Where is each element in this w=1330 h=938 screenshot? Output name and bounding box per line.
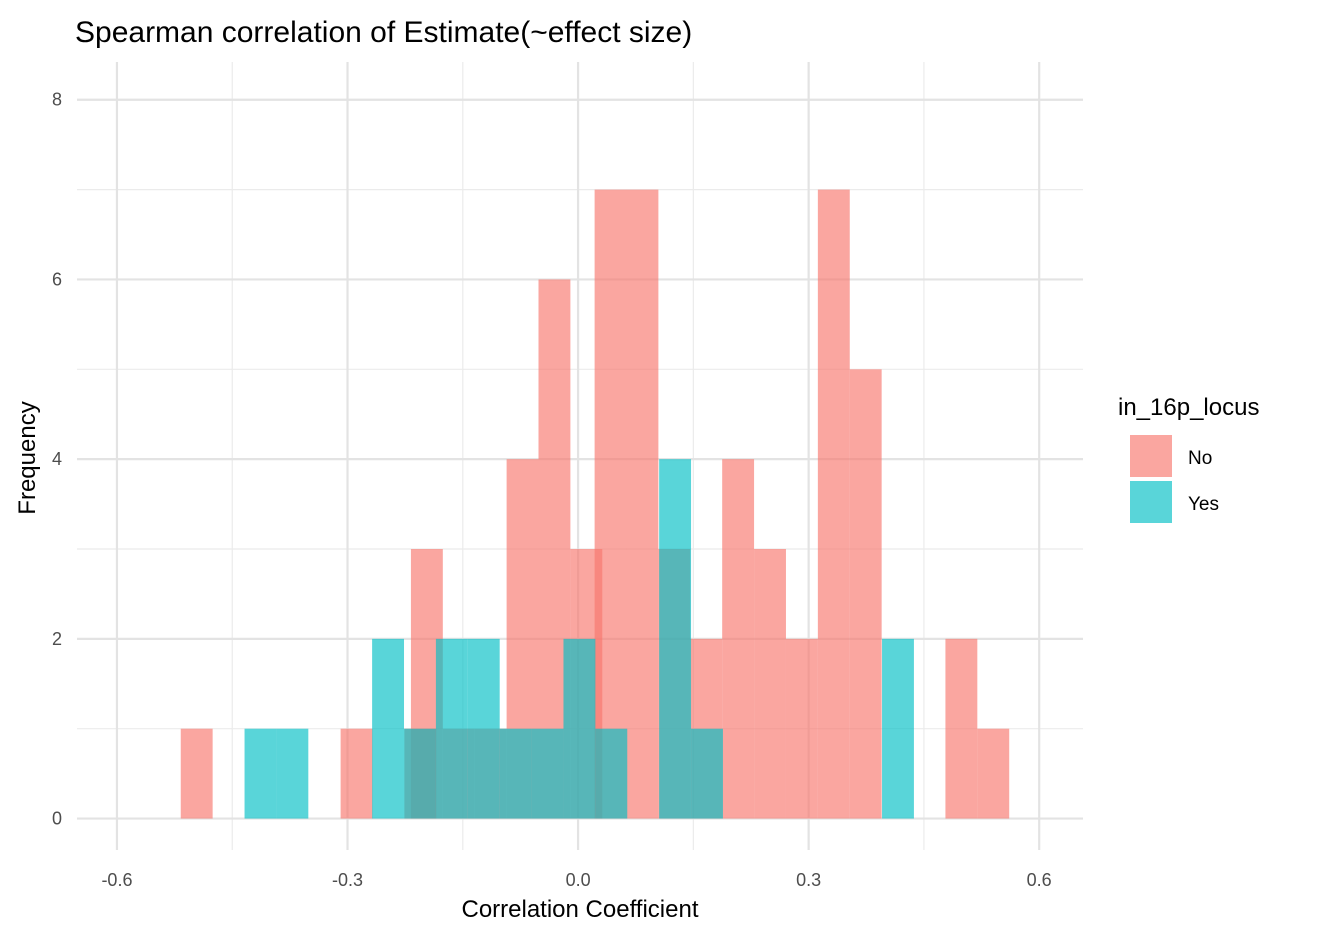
bar-yes — [563, 638, 596, 819]
bar-no — [626, 189, 659, 819]
legend: in_16p_locus No Yes — [1118, 394, 1259, 523]
y-tick-label: 0 — [52, 809, 62, 829]
bar-no — [977, 728, 1010, 819]
legend-title: in_16p_locus — [1118, 394, 1259, 421]
x-tick-label: -0.6 — [101, 870, 132, 890]
bar-yes — [467, 638, 500, 819]
y-tick-label: 4 — [52, 449, 62, 469]
x-tick-label: 0.6 — [1027, 870, 1052, 890]
bar-no — [180, 728, 213, 819]
bar-yes — [531, 728, 564, 819]
legend-swatch-no — [1130, 435, 1172, 477]
bar-no — [945, 638, 978, 819]
bar-no — [594, 189, 627, 819]
bar-yes — [435, 638, 468, 819]
bar-yes — [244, 728, 277, 819]
bar-no — [722, 459, 755, 819]
x-axis-ticks: -0.6 -0.3 0.0 0.3 0.6 — [101, 870, 1051, 890]
bar-yes — [595, 728, 628, 819]
bar-yes — [882, 638, 914, 819]
series-yes-bars — [244, 459, 914, 819]
x-tick-label: 0.3 — [796, 870, 821, 890]
bar-no — [785, 638, 818, 819]
x-tick-label: 0.0 — [566, 870, 591, 890]
y-tick-label: 2 — [52, 629, 62, 649]
y-tick-label: 8 — [52, 90, 62, 110]
x-axis-title: Correlation Coefficient — [461, 896, 698, 923]
bar-yes — [276, 728, 309, 819]
y-tick-label: 6 — [52, 269, 62, 289]
bar-yes — [404, 728, 436, 819]
legend-swatch-yes — [1130, 481, 1172, 523]
bar-no — [340, 728, 373, 819]
bar-no — [817, 189, 850, 819]
bar-no — [754, 548, 786, 819]
y-axis-title: Frequency — [14, 401, 41, 514]
legend-label-yes: Yes — [1188, 494, 1219, 515]
bar-yes — [372, 638, 405, 819]
y-axis-ticks: 0 2 4 6 8 — [52, 90, 62, 829]
chart-title: Spearman correlation of Estimate(~effect… — [75, 16, 692, 49]
bar-no — [849, 369, 882, 819]
legend-label-no: No — [1188, 448, 1212, 469]
x-tick-label: -0.3 — [332, 870, 363, 890]
bar-yes — [691, 728, 723, 819]
bar-yes — [499, 728, 532, 819]
bar-yes — [659, 459, 692, 819]
